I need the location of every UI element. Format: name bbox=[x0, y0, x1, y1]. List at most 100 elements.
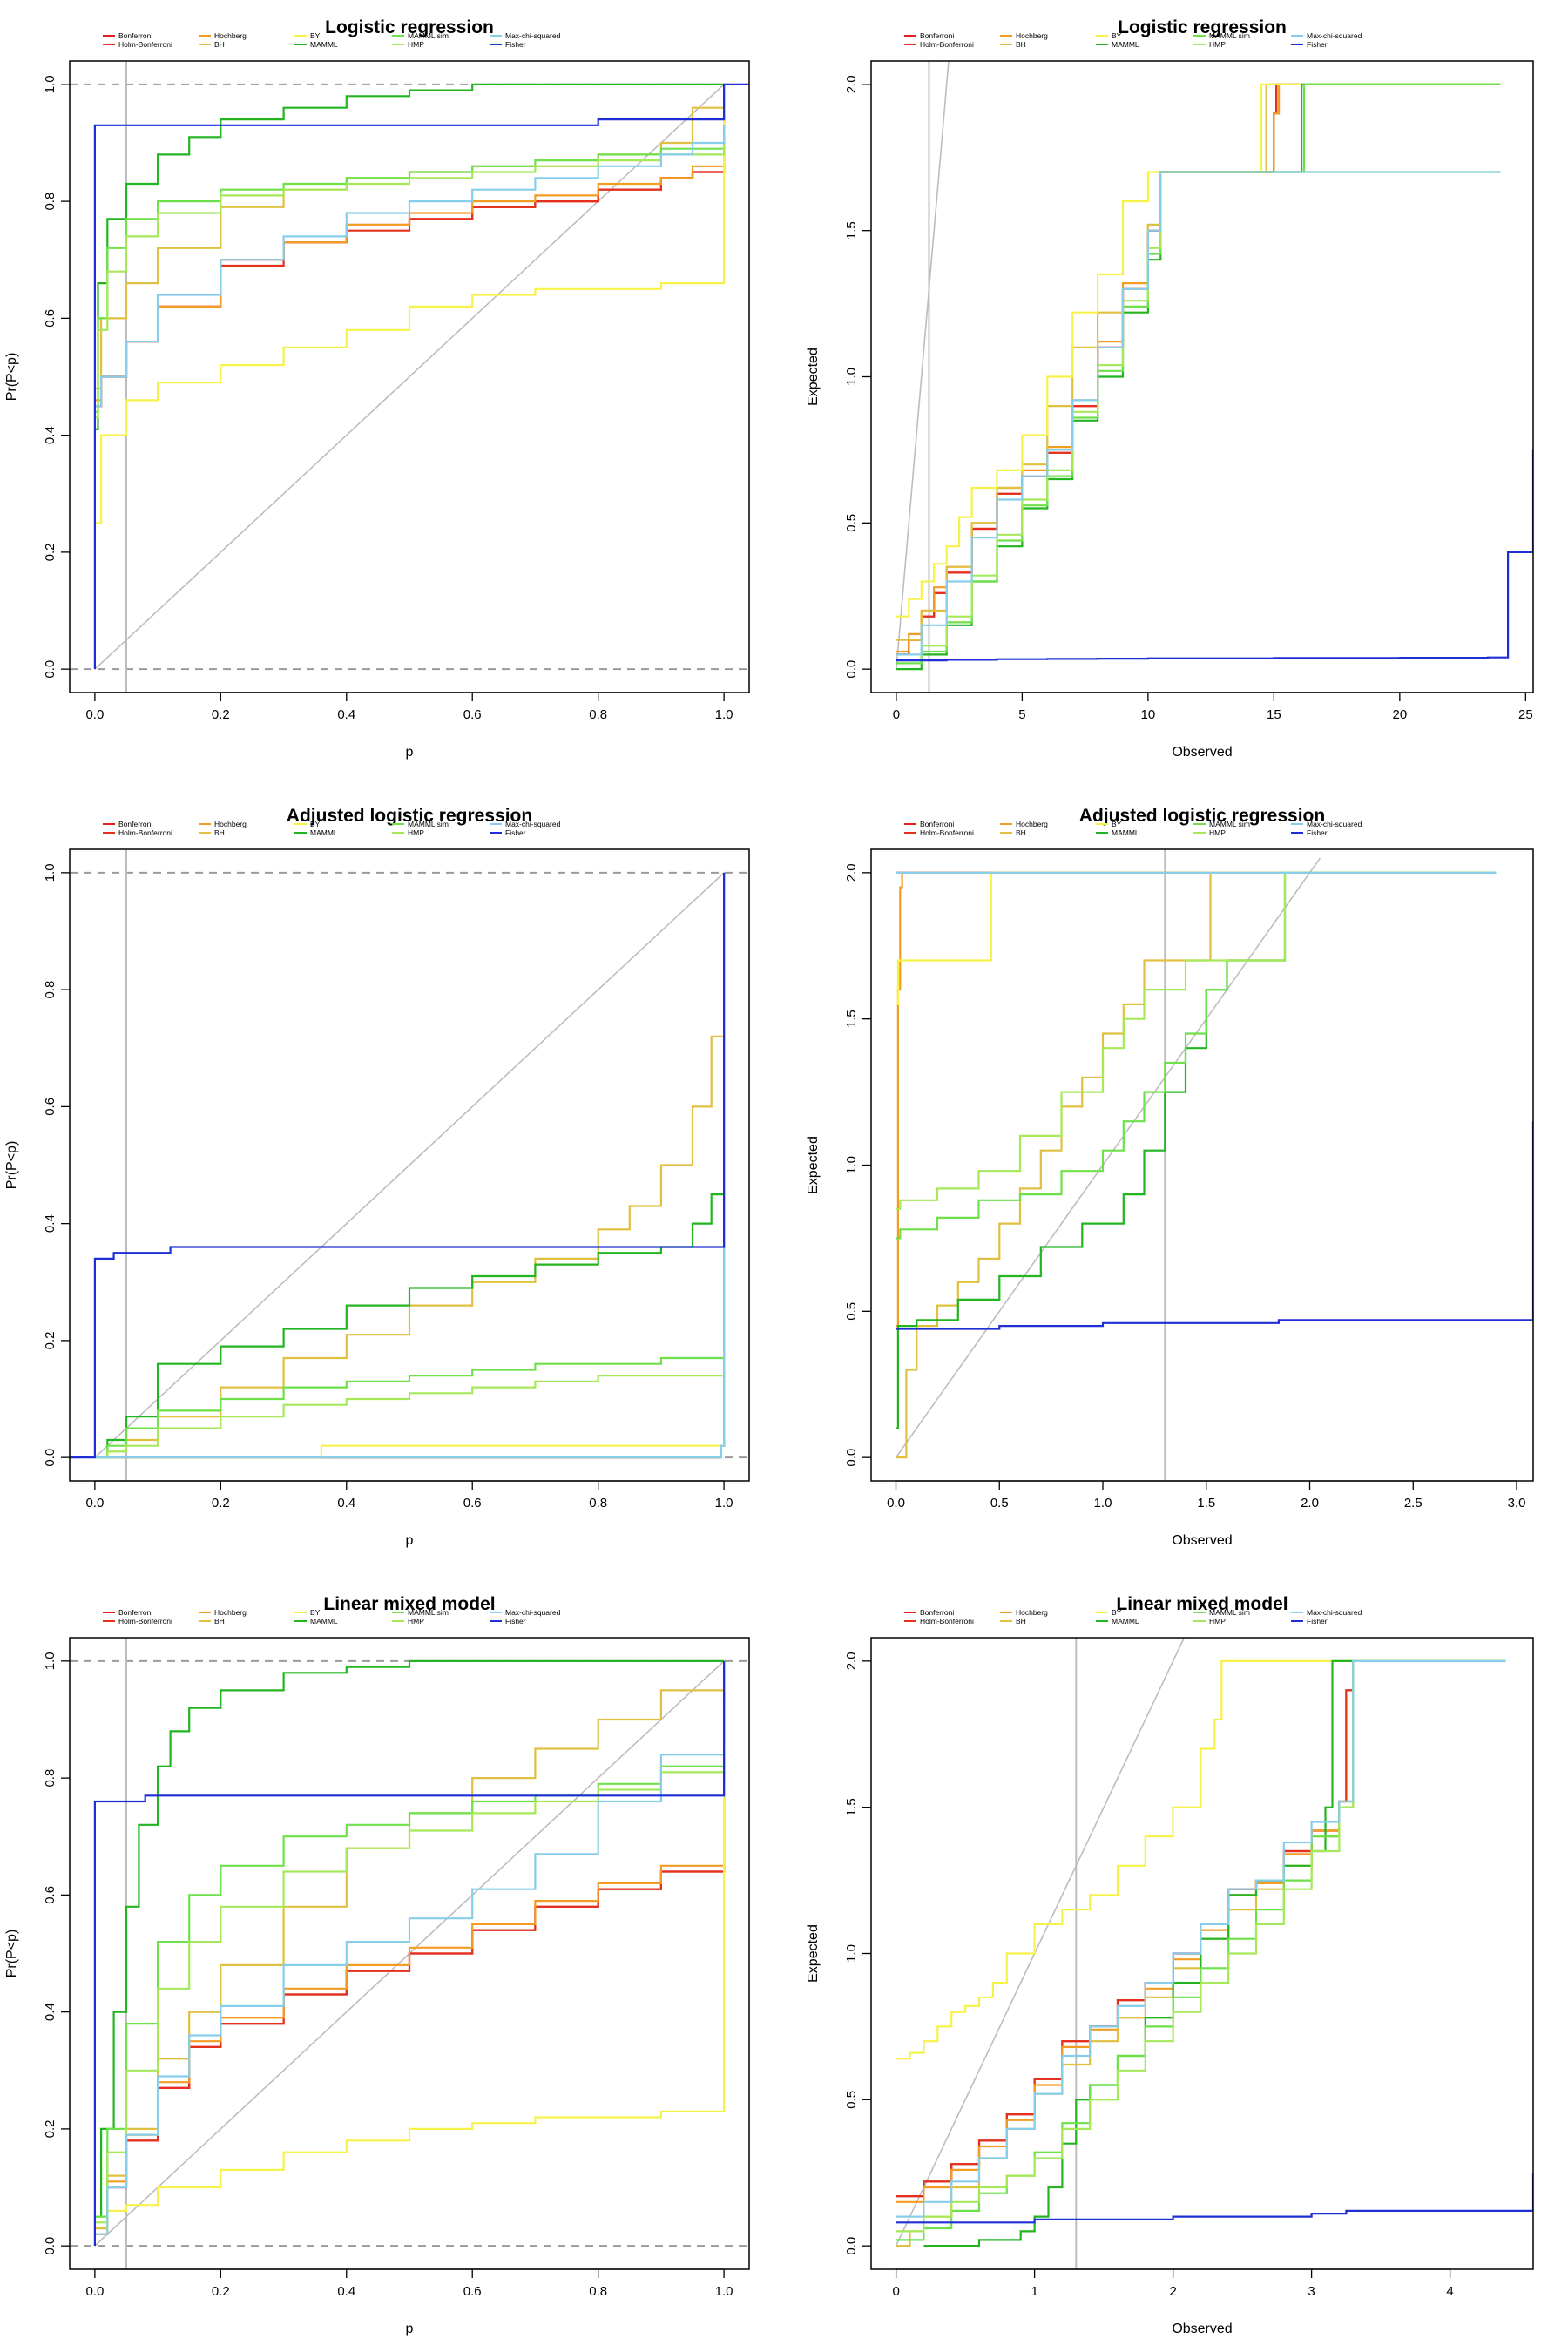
x-tick-label: 0.0 bbox=[85, 707, 104, 722]
legend-label: HMP bbox=[1209, 828, 1226, 837]
legend-label: Max-chi-squared bbox=[1307, 1608, 1362, 1617]
y-axis-label: Pr(P<p) bbox=[4, 1141, 19, 1190]
legend-label: Bonferroni bbox=[920, 820, 954, 828]
y-axis-label: Expected bbox=[806, 1924, 821, 1983]
series-line-max-chi-squared bbox=[896, 171, 1501, 656]
chart-panel-4: Adjusted logistic regressionBonferroniHo… bbox=[806, 806, 1534, 1548]
series-line-hochberg bbox=[896, 871, 1497, 1328]
series-line-fisher bbox=[896, 2173, 1533, 2224]
legend: BonferroniHolm-BonferroniHochbergBHBYMAM… bbox=[103, 1608, 561, 1625]
chart-title: Logistic regression bbox=[325, 17, 494, 37]
plot-area bbox=[70, 61, 749, 693]
y-axis-label: Pr(P<p) bbox=[4, 353, 19, 402]
legend-label: MAMML bbox=[1112, 1617, 1139, 1625]
legend-label: Hochberg bbox=[214, 31, 247, 40]
legend-label: Bonferroni bbox=[118, 31, 152, 40]
legend-label: Max-chi-squared bbox=[1307, 31, 1362, 40]
y-tick-label: 1.5 bbox=[844, 1798, 859, 1816]
x-tick-label: 0.4 bbox=[337, 2284, 355, 2299]
legend-label: MAMML bbox=[1112, 828, 1139, 837]
legend-label: MAMML sim bbox=[1209, 820, 1250, 828]
legend-label: MAMML bbox=[310, 828, 338, 837]
series-line-hmp bbox=[896, 871, 1497, 1210]
series-line-hmp bbox=[94, 1742, 726, 2224]
y-tick-label: 0.0 bbox=[43, 1449, 57, 1467]
legend-label: Bonferroni bbox=[920, 31, 954, 40]
chart-panel-2: Logistic regression BonferroniHolm-Bonfer… bbox=[806, 17, 1534, 760]
legend-label: BY bbox=[1112, 820, 1122, 828]
legend-label: Max-chi-squared bbox=[505, 31, 561, 40]
y-tick-label: 0.8 bbox=[43, 1769, 57, 1788]
series-line-bh bbox=[94, 84, 726, 389]
y-tick-label: 0.2 bbox=[43, 2119, 57, 2138]
legend-label: Fisher bbox=[1307, 40, 1328, 49]
x-tick-label: 1.5 bbox=[1197, 1496, 1215, 1511]
series-line-mamml-sim bbox=[94, 872, 726, 1459]
plot-frame bbox=[870, 848, 1534, 1482]
x-axis-label: p bbox=[406, 2322, 414, 2336]
y-tick-label: 2.0 bbox=[844, 863, 859, 882]
x-tick-label: 2 bbox=[1169, 2284, 1176, 2299]
series-line-by bbox=[94, 1778, 726, 2235]
x-tick-label: 0.8 bbox=[589, 2284, 607, 2299]
x-tick-label: 0.8 bbox=[589, 707, 607, 722]
legend: BonferroniHolm-BonferroniHochbergBHBYMAM… bbox=[904, 31, 1362, 49]
y-tick-label: 0.5 bbox=[844, 1302, 859, 1321]
y-axis-label: Pr(P<p) bbox=[4, 1930, 19, 1978]
legend-label: Holm-Bonferroni bbox=[118, 40, 172, 49]
x-tick-label: 0.5 bbox=[990, 1496, 1009, 1511]
legend-label: MAMML bbox=[310, 40, 338, 49]
y-tick-label: 0.0 bbox=[844, 660, 859, 679]
legend-label: BH bbox=[1016, 40, 1026, 49]
y-tick-label: 0.4 bbox=[43, 1214, 57, 1233]
legend-label: Holm-Bonferroni bbox=[118, 828, 172, 837]
legend-label: HMP bbox=[408, 40, 424, 49]
legend-label: HMP bbox=[1209, 1617, 1226, 1625]
legend-label: BY bbox=[310, 820, 321, 828]
x-tick-label: 20 bbox=[1393, 707, 1408, 722]
x-axis-label: p bbox=[406, 1533, 414, 1548]
series-line-mamml bbox=[94, 872, 726, 1459]
identity-line bbox=[94, 84, 725, 670]
legend-label: Hochberg bbox=[214, 820, 247, 828]
identity-line bbox=[896, 61, 950, 670]
y-tick-label: 1.0 bbox=[844, 1156, 859, 1174]
x-tick-label: 0.2 bbox=[212, 707, 230, 722]
series-line-mamml bbox=[94, 1659, 725, 2218]
x-tick-label: 0.0 bbox=[85, 1496, 104, 1511]
y-tick-label: 0.2 bbox=[43, 1331, 57, 1349]
legend: BonferroniHolm-BonferroniHochbergBHBYMAM… bbox=[103, 820, 561, 837]
y-tick-label: 1.0 bbox=[844, 1944, 859, 1963]
y-tick-label: 2.0 bbox=[844, 1652, 859, 1670]
y-tick-label: 0.0 bbox=[43, 2237, 57, 2255]
legend-label: MAMML sim bbox=[408, 31, 449, 40]
legend-label: Hochberg bbox=[1016, 1608, 1048, 1617]
legend-label: Max-chi-squared bbox=[505, 820, 561, 828]
legend-label: BY bbox=[310, 31, 321, 40]
y-tick-label: 0.5 bbox=[844, 2091, 859, 2109]
x-tick-label: 1.0 bbox=[715, 1496, 733, 1511]
y-axis-label: Expected bbox=[806, 348, 821, 406]
x-tick-label: 0.0 bbox=[887, 1496, 905, 1511]
plot-area bbox=[895, 1638, 1533, 2269]
legend-label: MAMML sim bbox=[408, 820, 449, 828]
legend-label: Fisher bbox=[505, 828, 526, 837]
series-line-max-chi-squared bbox=[94, 1701, 726, 2235]
plot-frame bbox=[870, 1637, 1534, 2270]
legend-label: BY bbox=[1112, 31, 1122, 40]
x-axis-label: Observed bbox=[1172, 745, 1232, 760]
y-tick-label: 1.0 bbox=[43, 863, 57, 882]
legend-label: Bonferroni bbox=[118, 1608, 152, 1617]
y-tick-label: 0.6 bbox=[43, 1886, 57, 1904]
series-line-hmp bbox=[94, 872, 726, 1459]
legend-label: Hochberg bbox=[1016, 31, 1048, 40]
x-axis-label: Observed bbox=[1172, 1533, 1232, 1548]
series-line-max-chi-squared bbox=[94, 125, 726, 408]
series-line-hmp bbox=[896, 171, 1501, 662]
series-line-fisher bbox=[93, 1660, 726, 2247]
x-tick-label: 0.2 bbox=[212, 1496, 230, 1511]
x-tick-label: 1 bbox=[1031, 2284, 1037, 2299]
series-line-fisher bbox=[70, 872, 726, 1459]
series-line-bh bbox=[94, 1660, 726, 2230]
